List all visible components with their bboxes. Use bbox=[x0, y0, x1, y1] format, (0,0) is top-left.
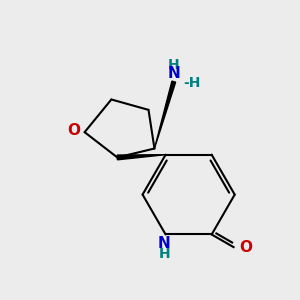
Text: O: O bbox=[239, 240, 252, 255]
Text: H: H bbox=[158, 247, 170, 261]
Text: N: N bbox=[158, 236, 170, 251]
Text: O: O bbox=[67, 123, 80, 138]
Text: H: H bbox=[168, 58, 180, 72]
Text: -H: -H bbox=[183, 76, 201, 90]
Polygon shape bbox=[117, 155, 166, 160]
Text: N: N bbox=[167, 66, 180, 81]
Polygon shape bbox=[154, 81, 176, 148]
